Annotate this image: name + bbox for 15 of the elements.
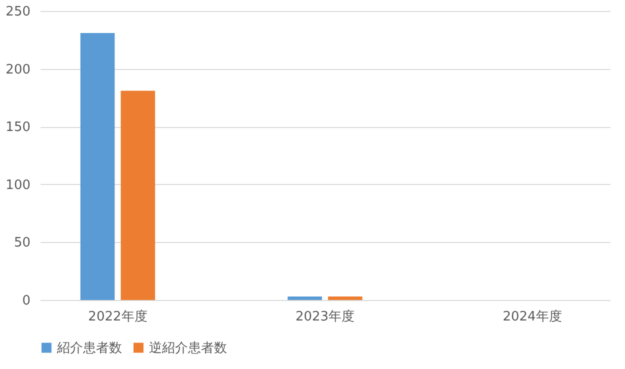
- legend-label: 紹介患者数: [56, 340, 122, 356]
- y-tick-label: 50: [14, 236, 30, 251]
- y-tick-label: 0: [22, 294, 30, 308]
- y-tick-label: 100: [6, 178, 30, 193]
- x-tick-label: 2023年度: [295, 308, 355, 324]
- bar: [328, 296, 362, 300]
- bar: [120, 90, 156, 300]
- x-tick-label: 2024年度: [502, 308, 562, 324]
- y-tick-label: 200: [6, 62, 30, 78]
- x-tick-label: 2022年度: [88, 308, 148, 324]
- y-tick-label: 250: [6, 4, 30, 20]
- bar: [80, 32, 115, 300]
- y-tick-label: 150: [6, 120, 30, 136]
- legend-label: 逆紹介患者数: [149, 340, 227, 356]
- bar: [288, 296, 322, 300]
